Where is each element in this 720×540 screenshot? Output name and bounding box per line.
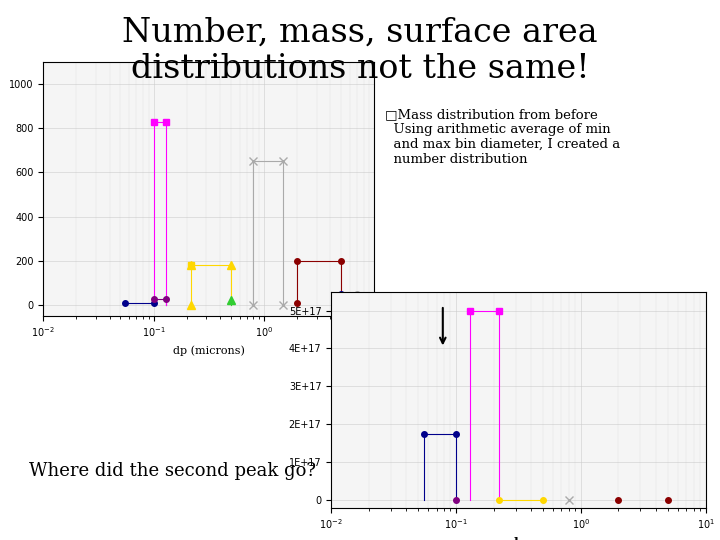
Text: Number, mass, surface area
distributions not the same!: Number, mass, surface area distributions… (122, 16, 598, 85)
Text: Where did the second peak go?: Where did the second peak go? (29, 462, 316, 480)
Text: □Mass distribution from before
  Using arithmetic average of min
  and max bin d: □Mass distribution from before Using ari… (385, 108, 621, 166)
X-axis label: dp: dp (510, 537, 527, 540)
X-axis label: dp (microns): dp (microns) (173, 345, 245, 355)
